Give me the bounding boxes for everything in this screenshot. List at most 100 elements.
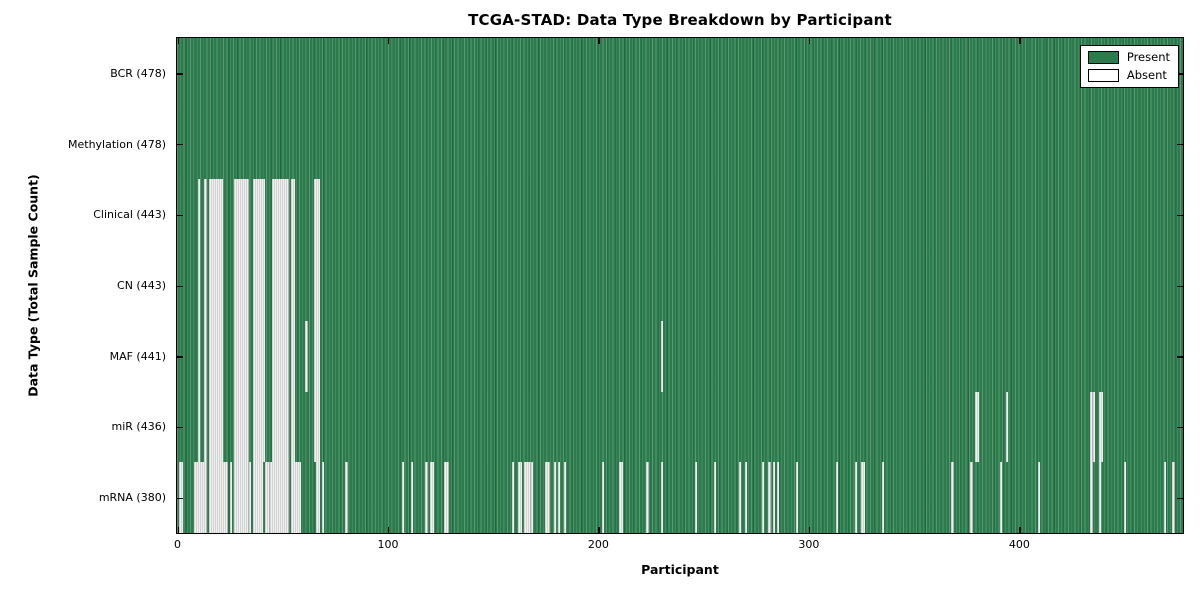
- absent-stripe: [233, 250, 236, 321]
- absent-stripe: [976, 391, 979, 463]
- absent-stripe: [261, 250, 264, 321]
- absent-stripe: [179, 462, 182, 533]
- heatmap-row-MAF: [177, 320, 1183, 392]
- absent-stripe: [278, 462, 281, 533]
- absent-stripe: [275, 320, 279, 392]
- absent-stripe: [238, 250, 241, 321]
- absent-stripe: [528, 462, 531, 533]
- absent-stripe: [256, 391, 260, 463]
- y-tick-right: [1177, 285, 1183, 287]
- absent-stripe: [219, 250, 222, 321]
- absent-stripe: [221, 462, 224, 533]
- legend-entry-present: Present: [1087, 51, 1170, 64]
- absent-stripe: [271, 391, 274, 463]
- absent-stripe: [259, 462, 262, 533]
- absent-stripe: [524, 462, 527, 533]
- absent-stripe: [292, 391, 295, 463]
- y-tick-label-MAF: MAF (441): [109, 349, 166, 363]
- absent-stripe: [233, 179, 236, 251]
- absent-stripe: [242, 320, 245, 392]
- absent-stripe: [564, 462, 567, 533]
- absent-stripe: [290, 391, 293, 463]
- absent-stripe: [216, 391, 220, 463]
- absent-stripe: [292, 179, 295, 251]
- absent-stripe: [208, 320, 211, 392]
- absent-stripe: [835, 462, 838, 533]
- absent-stripe: [292, 462, 295, 533]
- absent-stripe: [1037, 462, 1040, 533]
- absent-stripe: [286, 250, 289, 321]
- absent-stripe: [280, 179, 283, 251]
- x-tick-top: [1019, 38, 1021, 44]
- absent-stripe: [254, 462, 258, 533]
- absent-stripe: [280, 391, 283, 463]
- absent-stripe: [254, 250, 258, 321]
- x-tick-bottom: [598, 527, 600, 533]
- absent-stripe: [235, 320, 239, 392]
- absent-stripe: [200, 462, 203, 533]
- absent-stripe: [318, 320, 321, 392]
- absent-stripe: [345, 462, 348, 533]
- absent-stripe: [214, 462, 218, 533]
- absent-stripe: [246, 320, 249, 392]
- y-tick-right: [1177, 214, 1183, 217]
- heatmap-row-BCR: [177, 38, 1183, 109]
- absent-stripe: [210, 391, 213, 463]
- y-tick-right: [1177, 497, 1183, 499]
- absent-stripe: [244, 391, 247, 463]
- y-tick-left: [177, 144, 183, 146]
- absent-stripe: [431, 462, 434, 533]
- present-swatch: [1087, 51, 1119, 64]
- absent-stripe: [198, 462, 201, 533]
- absent-stripe: [198, 179, 201, 251]
- absent-stripe: [259, 179, 262, 251]
- x-tick-label-400: 400: [1008, 538, 1030, 551]
- absent-stripe: [553, 462, 556, 533]
- y-tick-right: [1177, 426, 1183, 429]
- absent-stripe: [219, 391, 222, 463]
- absent-stripe: [520, 462, 523, 533]
- absent-stripe: [313, 179, 316, 251]
- absent-stripe: [240, 179, 243, 251]
- legend-label-absent: Absent: [1126, 68, 1167, 82]
- absent-stripe: [219, 320, 222, 392]
- absent-stripe: [322, 462, 325, 533]
- absent-stripe: [999, 462, 1003, 533]
- absent-stripe: [198, 320, 201, 392]
- absent-stripe: [246, 179, 249, 251]
- absent-stripe: [212, 179, 215, 251]
- absent-stripe: [252, 320, 255, 392]
- absent-stripe: [269, 462, 272, 533]
- absent-stripe: [204, 462, 207, 533]
- x-tick-bottom: [387, 527, 390, 533]
- x-tick-label-100: 100: [377, 538, 399, 551]
- y-tick-left: [177, 426, 183, 429]
- heatmap-row-mRNA: [177, 462, 1183, 533]
- absent-stripe: [313, 391, 316, 463]
- absent-stripe: [254, 179, 258, 251]
- absent-stripe: [216, 250, 220, 321]
- absent-stripe: [280, 320, 283, 392]
- absent-stripe: [951, 462, 954, 533]
- absent-stripe: [223, 462, 226, 533]
- absent-stripe: [511, 462, 514, 533]
- absent-stripe: [713, 462, 716, 533]
- absent-stripe: [233, 391, 236, 463]
- absent-stripe: [244, 320, 247, 392]
- absent-stripe: [244, 179, 247, 251]
- absent-stripe: [882, 462, 885, 533]
- absent-stripe: [444, 462, 447, 533]
- absent-stripe: [284, 391, 287, 463]
- absent-stripe: [212, 320, 215, 392]
- x-tick-bottom: [177, 527, 179, 533]
- absent-stripe: [221, 320, 224, 392]
- absent-stripe: [315, 179, 319, 251]
- absent-stripe: [286, 179, 289, 251]
- heatmap-row-Clinical: [177, 179, 1183, 251]
- absent-stripe: [219, 179, 222, 251]
- absent-stripe: [282, 179, 285, 251]
- absent-stripe: [284, 320, 287, 392]
- absent-stripe: [202, 462, 205, 533]
- absent-stripe: [252, 391, 255, 463]
